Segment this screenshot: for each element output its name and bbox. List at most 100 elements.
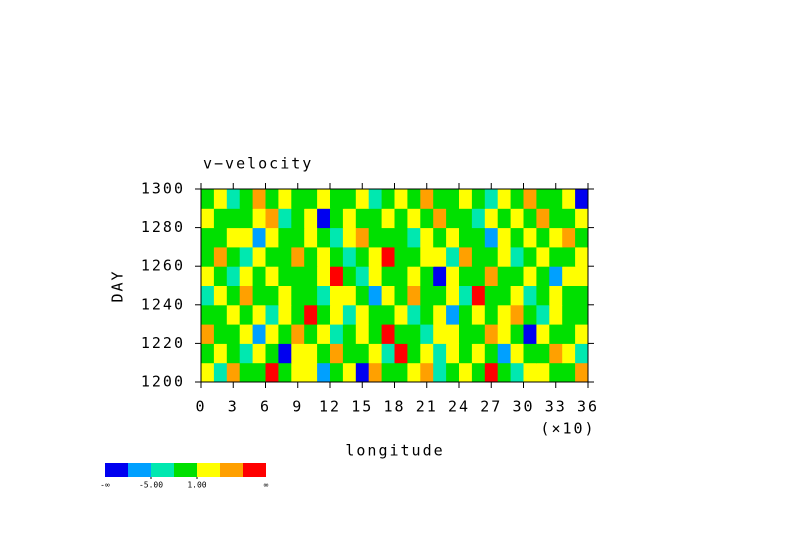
cell [213, 189, 228, 209]
cell [342, 227, 357, 248]
cell [446, 285, 460, 306]
cell [420, 189, 434, 209]
cell [304, 362, 318, 383]
cell [317, 189, 331, 209]
colorbar-box [151, 463, 174, 477]
cell [510, 227, 524, 248]
cell [317, 246, 331, 267]
cell [510, 362, 524, 383]
cell [433, 343, 447, 364]
cell [291, 189, 305, 209]
cell [433, 362, 447, 383]
cell [355, 304, 370, 325]
cell [330, 304, 344, 325]
cell [252, 227, 266, 248]
cell [549, 208, 563, 229]
cell [381, 208, 395, 229]
cell [459, 304, 473, 325]
cell [459, 227, 473, 248]
cell [562, 189, 576, 209]
cell [497, 343, 512, 364]
cell [239, 324, 254, 344]
x-tick-label: 24 [448, 398, 470, 416]
cell [342, 304, 357, 325]
cell [226, 246, 241, 267]
cell [394, 343, 408, 364]
cell [446, 266, 460, 286]
x-tick-label: 12 [319, 398, 341, 416]
cell [523, 246, 537, 267]
x-tick-label: 36 [577, 398, 599, 416]
cell [291, 343, 305, 364]
cell [213, 324, 228, 344]
cell [484, 304, 499, 325]
cell [484, 362, 499, 383]
cell [291, 266, 305, 286]
cell [304, 343, 318, 364]
cell [381, 343, 395, 364]
cell [420, 362, 434, 383]
colorbar-label: ∞ [264, 481, 269, 490]
cell [549, 304, 563, 325]
cell [252, 362, 266, 383]
cell [562, 227, 576, 248]
cell [239, 362, 254, 383]
cell [536, 324, 550, 344]
x-tick-label: 9 [292, 398, 303, 416]
cell [510, 324, 524, 344]
cell [226, 343, 241, 364]
cell [278, 246, 292, 267]
cell [291, 208, 305, 229]
cell [562, 362, 576, 383]
cell [484, 189, 499, 209]
x-tick-label: 18 [383, 398, 405, 416]
cell [342, 324, 357, 344]
cell [459, 266, 473, 286]
x-multiplier: (×10) [540, 420, 595, 438]
cell [330, 285, 344, 306]
cell [433, 246, 447, 267]
x-tick-label: 3 [228, 398, 239, 416]
colorbar-label: -∞ [100, 481, 110, 490]
cell [510, 208, 524, 229]
cell [239, 266, 254, 286]
cell [510, 285, 524, 306]
cell [368, 189, 383, 209]
cell [497, 285, 512, 306]
cell [459, 343, 473, 364]
cell [291, 304, 305, 325]
cell [201, 266, 215, 286]
cell [317, 362, 331, 383]
cell [317, 266, 331, 286]
cell [510, 343, 524, 364]
cell [201, 304, 215, 325]
cell [484, 343, 499, 364]
cell [213, 208, 228, 229]
cell [252, 304, 266, 325]
cell [523, 362, 537, 383]
cell [342, 362, 357, 383]
cell [201, 285, 215, 306]
cell [433, 324, 447, 344]
cell [265, 304, 279, 325]
cell [407, 285, 421, 306]
cell [252, 246, 266, 267]
cell [575, 246, 589, 267]
cell [523, 266, 537, 286]
cell [304, 304, 318, 325]
cell [330, 343, 344, 364]
cell [213, 227, 228, 248]
cell [304, 324, 318, 344]
cell [536, 189, 550, 209]
cell [291, 227, 305, 248]
colorbar-box [128, 463, 151, 477]
cell [549, 246, 563, 267]
colorbar-label: 1.00 [187, 481, 206, 490]
cell [226, 266, 241, 286]
cell [497, 227, 512, 248]
cell [549, 362, 563, 383]
cell [549, 266, 563, 286]
cell [265, 362, 279, 383]
y-tick-label: 1240 [141, 295, 185, 313]
